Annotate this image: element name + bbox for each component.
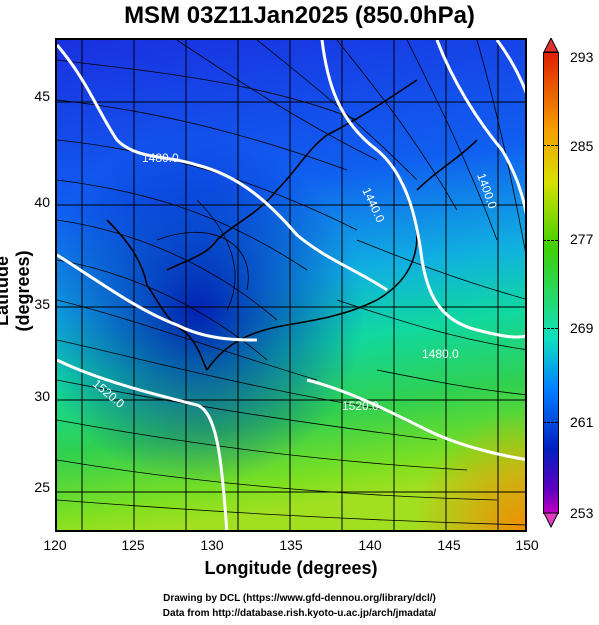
y-tick-label: 40 [34,194,50,210]
map-plot: 1480.0 1440.0 1400.0 1480.0 1520.0 1520.… [55,38,527,532]
y-axis-label: Latitude (degrees) [0,250,33,332]
colorbar-bottom-arrow [543,512,559,528]
x-axis-label: Longitude (degrees) [204,558,378,578]
map-title: MSM 03Z11Jan2025 (850.0hPa) [124,2,475,29]
map-svg: 1480.0 1440.0 1400.0 1480.0 1520.0 1520.… [57,40,525,530]
x-tick-label: 135 [279,537,303,553]
credit-drawing: Drawing by DCL (https://www.gfd-dennou.o… [163,593,436,604]
colorbar-tick: 277 [570,231,594,247]
colorbar [543,52,559,514]
credit-data: Data from http://database.rish.kyoto-u.a… [162,608,437,619]
contour-label: 1480.0 [142,151,179,165]
colorbar-tick: 285 [570,138,594,154]
y-tick-label: 30 [34,388,50,404]
contour-label: 1480.0 [422,347,459,361]
y-tick-label: 25 [34,479,50,495]
colorbar-tick: 261 [570,414,594,430]
colorbar-tick: 269 [570,320,594,336]
graticule [57,40,525,530]
x-tick-label: 145 [437,537,461,553]
x-tick-label: 140 [358,537,382,553]
y-tick-label: 35 [34,296,50,312]
x-tick-label: 150 [515,537,539,553]
y-tick-label: 45 [34,88,50,104]
x-tick-label: 125 [121,537,145,553]
x-tick-label: 120 [43,537,67,553]
x-tick-label: 130 [200,537,224,553]
contour-label: 1520.0 [342,399,379,413]
colorbar-tick: 293 [570,49,594,65]
colorbar-tick: 253 [570,505,594,521]
height-contours [57,40,525,530]
